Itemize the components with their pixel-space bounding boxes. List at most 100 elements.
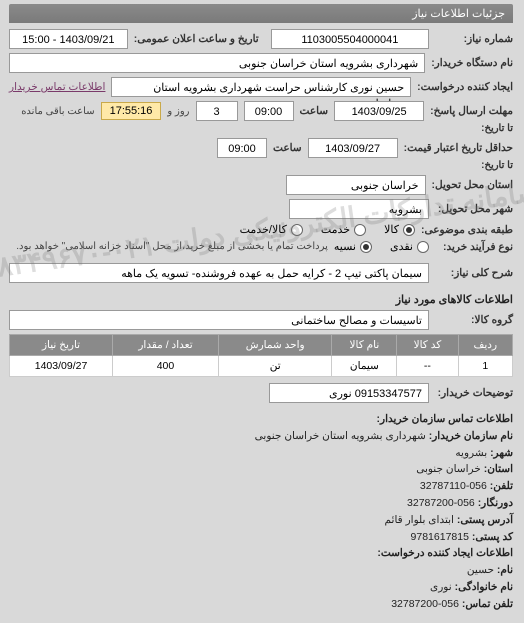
creator-field: حسین نوری کارشناس حراست شهرداری بشرویه ا… [112,77,412,97]
request-no-field: 1103005504000041 [272,29,430,49]
row-request-no: شماره نیاز: 1103005504000041 تاریخ و ساع… [10,29,514,49]
remaining-label: ساعت باقی مانده [22,106,95,117]
requester-header: اطلاعات ایجاد کننده درخواست: [378,547,514,559]
postal-code-label: کد پستی: [473,531,514,543]
credit-date-field: 1403/09/27 [309,138,399,158]
col-unit: واحد شمارش [219,335,333,356]
items-table: ردیف کد کالا نام کالا واحد شمارش تعداد /… [10,334,514,377]
province-label: استان محل تحویل: [433,179,514,191]
credit-time-field: 09:00 [218,138,268,158]
payment-note: پرداخت تمام یا بخشی از مبلغ خرید،از محل … [17,241,329,252]
details-panel: جزئیات اطلاعات نیاز شماره نیاز: 11030055… [0,0,524,623]
fax-value: 056-32787200 [408,497,476,509]
radio-goods-service[interactable] [292,224,304,236]
cell-unit: تن [219,356,333,377]
org-value: شهرداری بشرویه استان خراسان جنوبی [256,430,427,442]
city-field: بشرویه [290,199,430,219]
table-row: 1 -- سیمان تن 400 1403/09/27 [11,356,514,377]
contact-header: اطلاعات تماس سازمان خریدار: [378,413,514,425]
phone-label: تلفن: [491,480,514,492]
ta-date-label-2: تا تاریخ: [436,160,514,171]
col-idx: ردیف [459,335,513,356]
first-label: نام: [498,564,514,576]
contact-province-value: خراسان جنوبی [417,463,482,475]
fax-label: دورنگار: [479,497,514,509]
row-province: استان محل تحویل: خراسان جنوبی [10,175,514,195]
radio-goods-label: کالا [385,223,400,236]
row-general: شرح کلی نیاز: سیمان پاکتی تیپ 2 - کرایه … [10,263,514,283]
radio-service-label: خدمت [322,223,351,236]
contact-city-value: بشرویه [456,447,488,459]
buyer-org-field: شهرداری بشرویه استان خراسان جنوبی [10,53,426,73]
radio-service[interactable] [355,224,367,236]
payment-label: نوع فرآیند خرید: [436,241,514,253]
radio-goods[interactable] [404,224,416,236]
announce-field: 1403/09/21 - 15:00 [10,29,129,49]
contact-phone-label: تلفن تماس: [463,598,514,610]
cell-date: 1403/09/27 [11,356,114,377]
deadline-time-field: 09:00 [245,101,295,121]
row-payment: نوع فرآیند خرید: نقدی نسیه پرداخت تمام ی… [10,240,514,253]
table-header-row: ردیف کد کالا نام کالا واحد شمارش تعداد /… [11,335,514,356]
row-city: شهر محل تحویل: بشرویه [10,199,514,219]
countdown-field: 17:55:16 [102,102,163,120]
buyer-notes-label: توضیحات خریدار: [436,387,514,399]
row-group: گروه کالا: تاسیسات و مصالح ساختمانی [10,310,514,330]
radio-goods-service-label: کالا/خدمت [241,223,288,236]
row-deadline: مهلت ارسال پاسخ: 1403/09/25 ساعت 09:00 3… [10,101,514,121]
city-label: شهر محل تحویل: [436,203,514,215]
group-label: گروه کالا: [436,314,514,326]
buyer-notes-field: 09153347577 نوری [270,383,430,403]
col-code: کد کالا [398,335,459,356]
creator-label: ایجاد کننده درخواست: [418,81,514,93]
buyer-org-label: نام دستگاه خریدار: [432,57,514,69]
ta-date-label: تا تاریخ: [436,123,514,134]
announce-label: تاریخ و ساعت اعلان عمومی: [135,33,260,45]
cell-code: -- [398,356,459,377]
col-name: نام کالا [333,335,398,356]
postal-code-value: 9781617815 [412,531,470,543]
category-radios: کالا خدمت کالا/خدمت [241,223,416,236]
contact-block: اطلاعات تماس سازمان خریدار: نام سازمان خ… [10,411,514,613]
days-label: روز و [168,106,190,117]
cell-qty: 400 [114,356,220,377]
postal-addr-label: آدرس پستی: [458,514,514,526]
cell-idx: 1 [459,356,513,377]
deadline-time-label: ساعت [301,105,330,117]
deadline-days-field: 3 [197,101,239,121]
general-field: سیمان پاکتی تیپ 2 - کرایه حمل به عهده فر… [10,263,430,283]
org-label: نام سازمان خریدار: [430,430,514,442]
row-buyer-org: نام دستگاه خریدار: شهرداری بشرویه استان … [10,53,514,73]
items-section-label: اطلاعات کالاهای مورد نیاز [10,293,514,306]
contact-phone-value: 056-32787200 [392,598,460,610]
contact-province-label: استان: [485,463,514,475]
payment-radios: نقدی نسیه [335,240,430,253]
col-qty: تعداد / مقدار [114,335,220,356]
postal-addr-value: ابتدای بلوار قائم [386,514,455,526]
credit-time-label: ساعت [274,142,303,154]
col-date: تاریخ نیاز [11,335,114,356]
radio-cash[interactable] [418,241,430,253]
buyer-contact-link[interactable]: اطلاعات تماس خریدار [10,81,106,93]
contact-city-label: شهر: [491,447,514,459]
radio-credit[interactable] [361,241,373,253]
row-credit: حداقل تاریخ اعتبار قیمت: 1403/09/27 ساعت… [10,138,514,158]
radio-cash-label: نقدی [391,240,414,253]
row-category: طبقه بندی موضوعی: کالا خدمت کالا/خدمت [10,223,514,236]
row-creator: ایجاد کننده درخواست: حسین نوری کارشناس ح… [10,77,514,97]
phone-value: 056-32787110 [421,480,488,492]
first-value: حسین [468,564,495,576]
request-no-label: شماره نیاز: [436,33,514,45]
deadline-label: مهلت ارسال پاسخ: [431,105,514,117]
last-value: نوری [431,581,453,593]
last-label: نام خانوادگی: [456,581,514,593]
radio-credit-label: نسیه [335,240,357,253]
deadline-date-field: 1403/09/25 [335,101,425,121]
cell-name: سیمان [333,356,398,377]
group-field: تاسیسات و مصالح ساختمانی [10,310,430,330]
category-label: طبقه بندی موضوعی: [422,224,514,236]
panel-title: جزئیات اطلاعات نیاز [10,4,514,23]
row-buyer-notes: توضیحات خریدار: 09153347577 نوری [10,383,514,403]
general-label: شرح کلی نیاز: [436,267,514,279]
credit-label: حداقل تاریخ اعتبار قیمت: [405,142,514,154]
